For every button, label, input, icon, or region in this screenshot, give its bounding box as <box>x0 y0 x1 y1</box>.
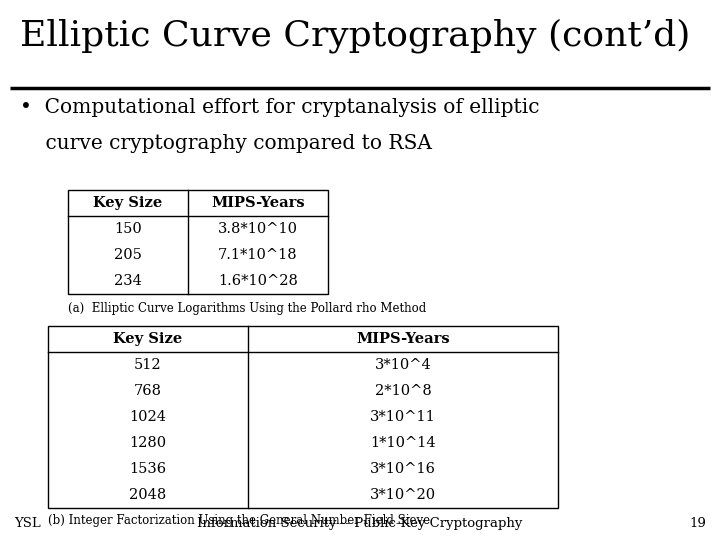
Text: Key Size: Key Size <box>113 332 183 346</box>
Text: 205: 205 <box>114 248 142 262</box>
Text: 150: 150 <box>114 222 142 236</box>
Text: Key Size: Key Size <box>94 196 163 210</box>
Text: (a)  Elliptic Curve Logarithms Using the Pollard rho Method: (a) Elliptic Curve Logarithms Using the … <box>68 302 426 315</box>
Text: MIPS-Years: MIPS-Years <box>356 332 450 346</box>
Text: 7.1*10^18: 7.1*10^18 <box>218 248 298 262</box>
Bar <box>48 326 558 508</box>
Text: Elliptic Curve Cryptography (cont’d): Elliptic Curve Cryptography (cont’d) <box>20 18 690 52</box>
Text: (b) Integer Factorization Using the General Number Field Sieve: (b) Integer Factorization Using the Gene… <box>48 514 430 527</box>
Bar <box>68 190 328 294</box>
Text: 3*10^4: 3*10^4 <box>374 358 431 372</box>
Text: 3.8*10^10: 3.8*10^10 <box>218 222 298 236</box>
Text: Information Security -- Public-Key Cryptography: Information Security -- Public-Key Crypt… <box>197 517 523 530</box>
Text: 1024: 1024 <box>130 410 166 424</box>
Text: 3*10^20: 3*10^20 <box>370 488 436 502</box>
Text: MIPS-Years: MIPS-Years <box>211 196 305 210</box>
Text: 768: 768 <box>134 384 162 398</box>
Text: 512: 512 <box>134 358 162 372</box>
Text: 1.6*10^28: 1.6*10^28 <box>218 274 298 288</box>
Text: 1*10^14: 1*10^14 <box>370 436 436 450</box>
Text: 1536: 1536 <box>130 462 166 476</box>
Text: 19: 19 <box>689 517 706 530</box>
Text: 2*10^8: 2*10^8 <box>374 384 431 398</box>
Text: curve cryptography compared to RSA: curve cryptography compared to RSA <box>20 134 432 153</box>
Text: 2048: 2048 <box>130 488 166 502</box>
Text: 1280: 1280 <box>130 436 166 450</box>
Text: •  Computational effort for cryptanalysis of elliptic: • Computational effort for cryptanalysis… <box>20 98 539 117</box>
Text: 3*10^16: 3*10^16 <box>370 462 436 476</box>
Text: 3*10^11: 3*10^11 <box>370 410 436 424</box>
Text: YSL: YSL <box>14 517 41 530</box>
Text: 234: 234 <box>114 274 142 288</box>
